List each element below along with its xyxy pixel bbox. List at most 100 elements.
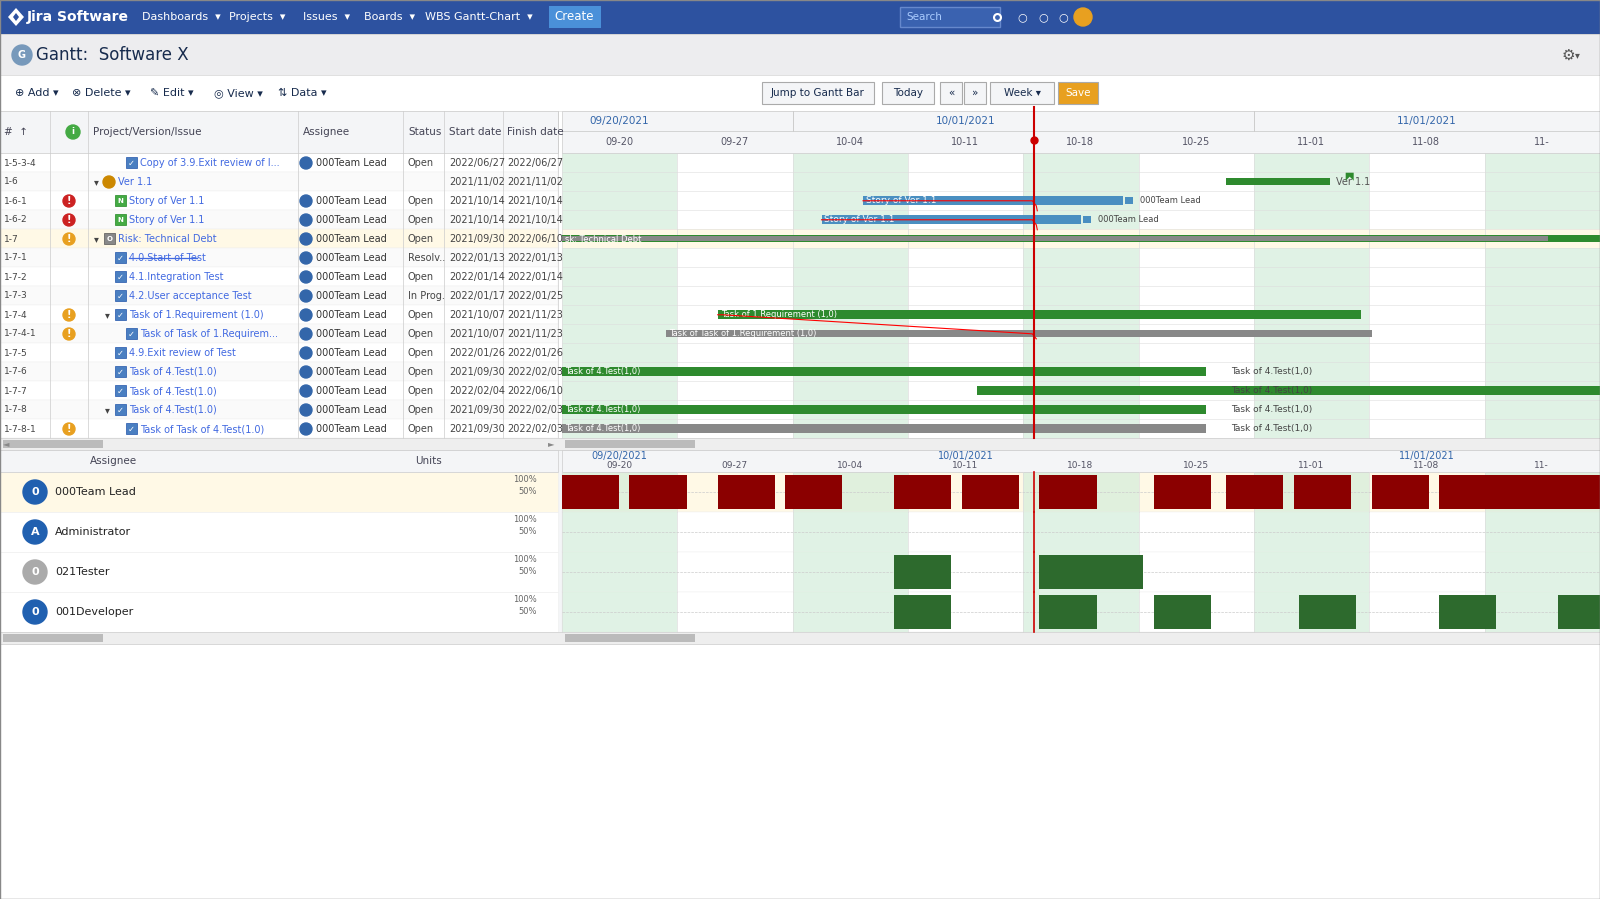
Text: 000Team Lead: 000Team Lead <box>317 215 387 225</box>
Text: 000Team Lead: 000Team Lead <box>317 405 387 415</box>
Circle shape <box>301 157 312 169</box>
Text: 10-18: 10-18 <box>1067 460 1093 469</box>
Text: ▾: ▾ <box>106 405 110 415</box>
Text: 11/01/2021: 11/01/2021 <box>1397 116 1458 126</box>
Text: ✓: ✓ <box>117 310 125 319</box>
Text: Story of Ver 1.1: Story of Ver 1.1 <box>824 215 894 224</box>
Text: ✓: ✓ <box>117 349 125 358</box>
Text: 2022/02/03: 2022/02/03 <box>507 367 563 377</box>
Bar <box>0 248 558 267</box>
Text: 09/20/2021: 09/20/2021 <box>590 116 650 126</box>
Text: Open: Open <box>408 405 434 415</box>
Text: 000Team Lead: 000Team Lead <box>317 272 387 282</box>
Text: 100%: 100% <box>514 514 538 523</box>
Text: Projects  ▾: Projects ▾ <box>229 12 285 22</box>
Bar <box>0 229 558 248</box>
Bar <box>894 595 952 629</box>
Bar <box>1485 592 1600 632</box>
Bar <box>562 552 677 592</box>
Text: 2022/06/27: 2022/06/27 <box>450 158 506 168</box>
Text: Open: Open <box>408 310 434 320</box>
Text: 4.2.User acceptance Test: 4.2.User acceptance Test <box>130 291 251 301</box>
Text: #  ↑: # ↑ <box>3 127 29 137</box>
Text: 2022/01/13: 2022/01/13 <box>450 253 506 263</box>
Text: 2022/06/10: 2022/06/10 <box>507 386 563 396</box>
Circle shape <box>301 214 312 226</box>
Bar <box>792 512 909 552</box>
Text: 000Team Lead: 000Team Lead <box>317 367 387 377</box>
Bar <box>1254 592 1370 632</box>
Text: 09-20: 09-20 <box>605 137 634 147</box>
Text: 100%: 100% <box>514 555 538 564</box>
Text: 1-7-1: 1-7-1 <box>3 254 27 263</box>
Text: ⊕ Add ▾: ⊕ Add ▾ <box>14 88 59 98</box>
Bar <box>1058 82 1098 104</box>
Bar <box>0 324 558 343</box>
Text: 000Team Lead: 000Team Lead <box>317 329 387 339</box>
Bar <box>894 555 952 589</box>
Text: ○: ○ <box>1038 12 1048 22</box>
Text: ►: ► <box>547 440 555 449</box>
Text: 1-6-2: 1-6-2 <box>3 216 27 225</box>
Bar <box>562 450 1600 472</box>
Text: 1-7: 1-7 <box>3 235 19 244</box>
Text: ▾: ▾ <box>94 177 99 187</box>
Text: Jump to Gantt Bar: Jump to Gantt Bar <box>771 88 866 98</box>
Text: 2021/09/30: 2021/09/30 <box>450 424 504 434</box>
Text: 2021/09/30: 2021/09/30 <box>450 234 504 244</box>
Bar <box>115 252 126 263</box>
Text: Task of 4.Test(1,0): Task of 4.Test(1,0) <box>1232 405 1312 414</box>
Bar <box>963 82 986 104</box>
Text: Open: Open <box>408 158 434 168</box>
Bar <box>1299 595 1357 629</box>
Circle shape <box>301 233 312 245</box>
Text: Task of 4.Test(1,0): Task of 4.Test(1,0) <box>565 405 640 414</box>
Bar <box>666 330 1371 337</box>
Bar <box>115 195 126 206</box>
Text: Copy of 3.9.Exit review of I...: Copy of 3.9.Exit review of I... <box>141 158 280 168</box>
Circle shape <box>62 309 75 321</box>
Text: !: ! <box>67 424 72 434</box>
Bar <box>104 233 115 244</box>
Text: ○: ○ <box>1058 12 1067 22</box>
Text: ▾: ▾ <box>1574 50 1579 60</box>
Text: 2022/01/13: 2022/01/13 <box>507 253 563 263</box>
Text: 09-20: 09-20 <box>606 460 632 469</box>
Text: 11-: 11- <box>1534 460 1549 469</box>
Text: 1-5-3-4: 1-5-3-4 <box>3 158 37 167</box>
Text: O: O <box>107 236 112 242</box>
Text: 50%: 50% <box>518 487 538 496</box>
Bar <box>0 343 558 362</box>
Circle shape <box>62 195 75 207</box>
Text: 2022/01/26: 2022/01/26 <box>450 348 506 358</box>
Text: ✓: ✓ <box>128 330 134 339</box>
Text: 000Team Lead: 000Team Lead <box>1098 215 1158 224</box>
Text: Start date: Start date <box>450 127 501 137</box>
Text: 2021/11/02: 2021/11/02 <box>507 177 563 187</box>
Bar <box>562 367 1205 376</box>
Text: 000Team Lead: 000Team Lead <box>317 291 387 301</box>
Circle shape <box>1074 8 1091 26</box>
Bar <box>1024 472 1139 512</box>
Text: Units: Units <box>414 456 442 466</box>
Bar <box>562 236 1549 241</box>
Bar <box>115 366 126 377</box>
Bar <box>562 472 677 512</box>
Circle shape <box>62 233 75 245</box>
Text: 10-04: 10-04 <box>837 460 862 469</box>
Bar <box>562 512 677 552</box>
Bar <box>0 592 558 632</box>
Text: Story of Ver 1.1: Story of Ver 1.1 <box>866 196 936 205</box>
Bar <box>1040 595 1096 629</box>
Bar <box>115 309 126 320</box>
Text: Open: Open <box>408 234 434 244</box>
Text: Open: Open <box>408 196 434 206</box>
Text: Status: Status <box>408 127 442 137</box>
Polygon shape <box>8 8 24 26</box>
Bar <box>1154 595 1211 629</box>
Text: Open: Open <box>408 367 434 377</box>
Text: Assignee: Assignee <box>90 456 138 466</box>
Text: 2021/10/14: 2021/10/14 <box>450 215 504 225</box>
Text: ◄: ◄ <box>3 440 10 449</box>
Bar <box>1558 595 1600 629</box>
